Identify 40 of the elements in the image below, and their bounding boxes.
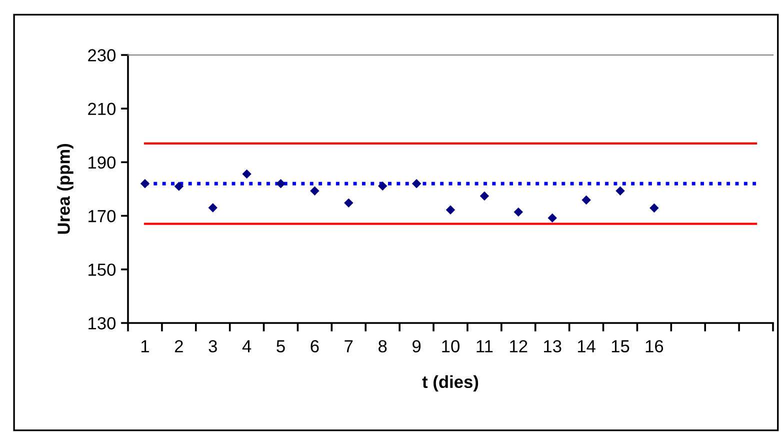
x-tick-label: 8 xyxy=(378,340,387,352)
point xyxy=(582,195,591,205)
x-tick-label: 4 xyxy=(242,340,252,352)
y-tick-label: 130 xyxy=(88,317,116,330)
point xyxy=(174,182,184,191)
y-tick-label: 210 xyxy=(88,102,116,116)
x-tick-label: 15 xyxy=(612,340,630,352)
point xyxy=(412,179,422,188)
point xyxy=(378,181,388,191)
y-axis-title: Urea (ppm) xyxy=(57,144,74,234)
x-tick-label: 7 xyxy=(344,340,353,352)
point xyxy=(514,207,523,217)
point xyxy=(276,179,286,188)
y-tick-label: 170 xyxy=(88,210,116,222)
x-tick-label: 3 xyxy=(208,340,217,352)
x-tick-label: 10 xyxy=(442,340,460,352)
x-tick-label: 12 xyxy=(510,340,528,352)
x-tick-label: 16 xyxy=(646,340,664,352)
point xyxy=(548,213,557,223)
point xyxy=(446,205,456,215)
point xyxy=(208,203,218,212)
x-tick-label: 9 xyxy=(412,340,421,352)
point xyxy=(616,186,625,196)
x-tick-label: 2 xyxy=(174,340,183,352)
y-tick-label: 230 xyxy=(88,49,116,62)
point xyxy=(140,179,150,188)
x-axis-title: t (dies) xyxy=(422,375,478,392)
point xyxy=(344,198,354,208)
point xyxy=(650,203,659,213)
x-tick-label: 6 xyxy=(310,340,319,352)
y-tick-label: 150 xyxy=(88,264,116,276)
point xyxy=(310,186,320,196)
point xyxy=(242,169,252,179)
x-tick-label: 5 xyxy=(276,340,285,352)
y-tick-label: 190 xyxy=(88,156,116,169)
x-tick-label: 1 xyxy=(141,340,149,352)
x-tick-label: 14 xyxy=(578,340,596,352)
x-tick-label: 11 xyxy=(476,340,493,352)
x-tick-label: 13 xyxy=(544,340,562,352)
point xyxy=(480,191,490,201)
